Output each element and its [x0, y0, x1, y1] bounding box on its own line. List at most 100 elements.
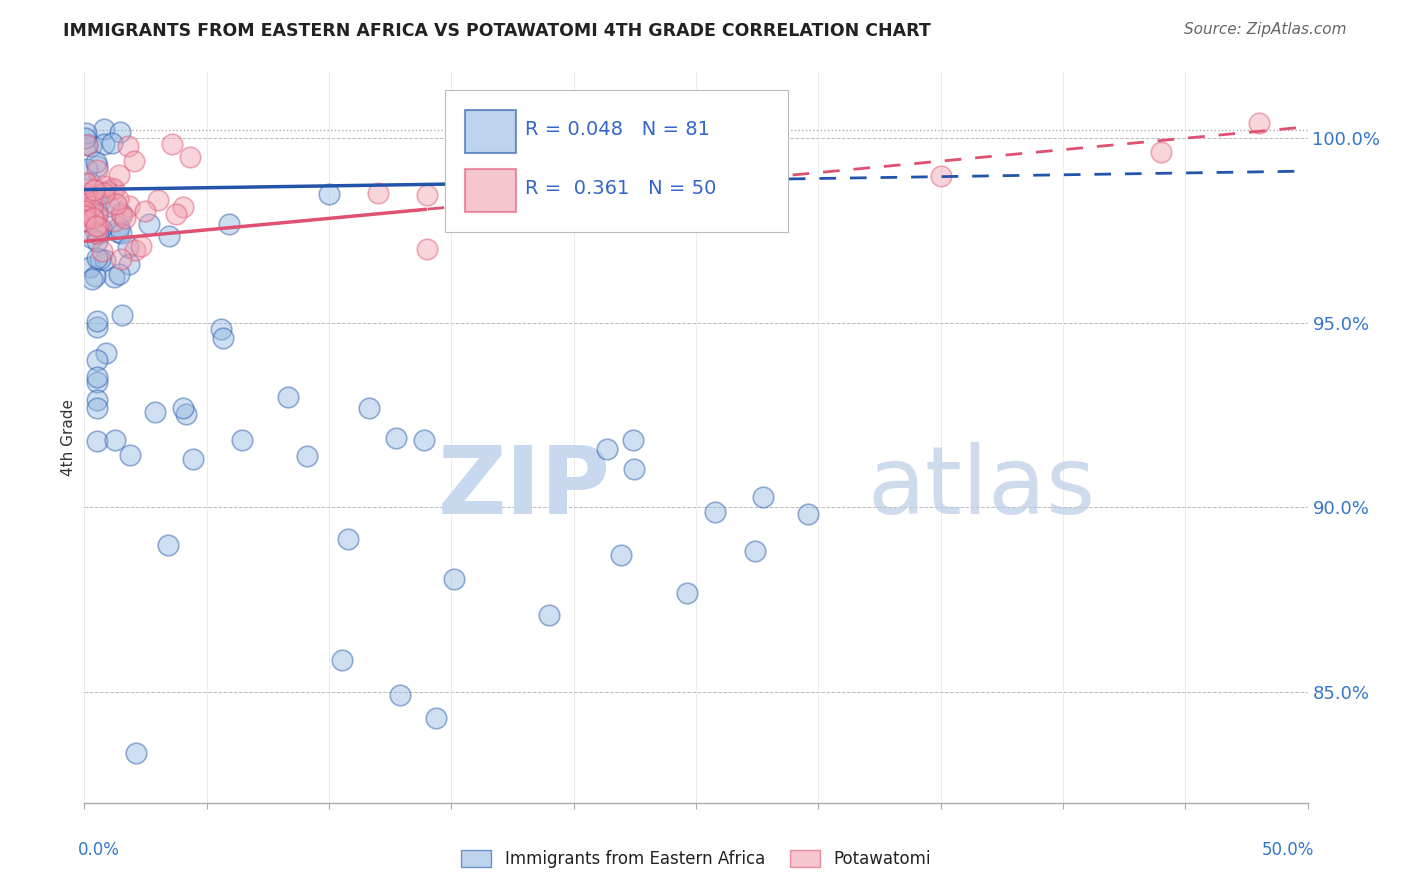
Point	[131, 238, 153, 252]
Point	[76, 136, 98, 151]
Point	[676, 585, 699, 599]
Point	[86, 401, 108, 415]
Point	[172, 200, 194, 214]
Point	[277, 390, 299, 404]
Point	[146, 193, 169, 207]
Point	[86, 159, 108, 173]
Point	[93, 137, 115, 152]
Point	[89, 194, 111, 209]
Point	[103, 270, 125, 285]
Point	[73, 207, 96, 221]
FancyBboxPatch shape	[465, 110, 516, 153]
Point	[537, 608, 560, 623]
FancyBboxPatch shape	[446, 90, 787, 232]
Point	[685, 187, 707, 202]
Point	[86, 375, 108, 389]
Point	[94, 345, 117, 359]
Text: 0.0%: 0.0%	[79, 841, 120, 859]
Point	[76, 162, 98, 177]
Point	[87, 227, 110, 241]
Point	[86, 319, 108, 334]
Point	[84, 219, 107, 233]
Point	[425, 711, 447, 725]
Point	[93, 186, 115, 200]
Point	[385, 431, 408, 445]
Point	[104, 433, 127, 447]
Point	[86, 205, 108, 219]
Point	[143, 405, 166, 419]
Point	[86, 234, 108, 248]
Point	[86, 370, 108, 384]
Point	[416, 242, 439, 256]
Point	[86, 252, 108, 266]
Point	[82, 190, 104, 204]
Point	[73, 209, 96, 223]
Point	[209, 322, 232, 336]
Text: R = 0.048   N = 81: R = 0.048 N = 81	[524, 120, 710, 139]
Point	[93, 253, 115, 268]
Point	[295, 449, 318, 463]
Point	[138, 217, 160, 231]
Point	[389, 688, 412, 702]
Point	[117, 240, 139, 254]
Point	[75, 176, 97, 190]
Point	[1247, 116, 1270, 130]
Point	[134, 203, 156, 218]
Point	[96, 184, 118, 198]
Point	[86, 163, 108, 178]
Point	[97, 199, 120, 213]
Text: ZIP: ZIP	[437, 442, 610, 534]
Point	[120, 448, 142, 462]
Point	[464, 154, 486, 169]
Point	[80, 231, 103, 245]
Point	[174, 408, 197, 422]
Point	[75, 214, 97, 228]
Point	[744, 543, 766, 558]
Point	[357, 401, 380, 415]
Point	[80, 199, 103, 213]
Point	[75, 186, 97, 200]
Point	[82, 272, 104, 286]
Point	[101, 181, 124, 195]
Point	[752, 490, 775, 504]
Point	[111, 209, 134, 223]
Text: Source: ZipAtlas.com: Source: ZipAtlas.com	[1184, 22, 1347, 37]
Point	[76, 137, 98, 152]
Point	[82, 206, 104, 220]
Point	[79, 260, 101, 275]
Point	[413, 434, 436, 448]
Point	[86, 392, 108, 407]
Point	[621, 433, 644, 447]
Point	[104, 197, 127, 211]
Point	[165, 207, 187, 221]
Point	[89, 252, 111, 267]
Point	[86, 352, 108, 367]
Point	[609, 549, 631, 563]
Point	[111, 309, 134, 323]
Point	[122, 154, 145, 169]
Point	[212, 331, 235, 345]
Point	[1150, 145, 1173, 160]
Point	[75, 191, 97, 205]
Point	[110, 206, 132, 220]
Point	[336, 532, 359, 546]
Point	[83, 183, 105, 197]
Point	[93, 122, 115, 136]
Point	[117, 257, 139, 271]
Point	[110, 227, 132, 241]
Point	[73, 130, 96, 145]
Point	[367, 186, 389, 200]
Point	[73, 212, 96, 227]
Point	[107, 192, 129, 206]
FancyBboxPatch shape	[465, 169, 516, 211]
Point	[84, 189, 107, 203]
Point	[231, 433, 253, 447]
Y-axis label: 4th Grade: 4th Grade	[60, 399, 76, 475]
Point	[125, 747, 148, 761]
Text: R =  0.361   N = 50: R = 0.361 N = 50	[524, 179, 716, 198]
Point	[86, 207, 108, 221]
Point	[75, 204, 97, 219]
Point	[94, 179, 117, 194]
Point	[82, 211, 104, 225]
Point	[332, 653, 354, 667]
